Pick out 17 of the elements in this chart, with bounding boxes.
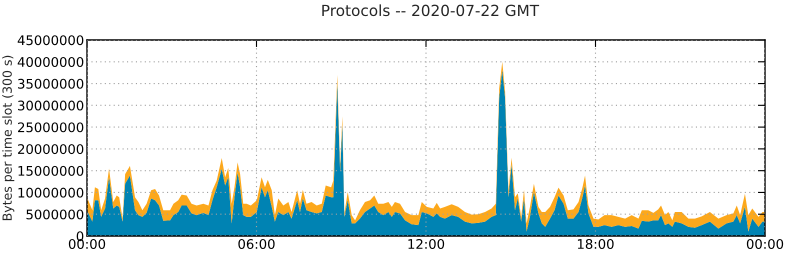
y-tick-label: 20000000	[18, 144, 84, 154]
y-tick-label: 5000000	[26, 209, 84, 220]
x-tick-label: 00:00	[68, 239, 106, 249]
y-tick-label: 30000000	[18, 100, 84, 111]
y-tick-label: 10000000	[18, 188, 84, 198]
x-tick-label: 00:00	[746, 239, 784, 249]
y-tick-label: 0	[76, 231, 84, 242]
x-tick-label: 12:00	[408, 239, 444, 249]
y-tick-label: 45000000	[18, 35, 84, 46]
y-tick-label: 40000000	[18, 57, 84, 67]
y-tick-label: 15000000	[18, 166, 84, 176]
x-tick-label: 18:00	[578, 239, 614, 249]
y-tick-label: 25000000	[18, 122, 84, 132]
y-tick-label: 35000000	[18, 78, 84, 89]
chart-title: Protocols -- 2020-07-22 GMT	[322, 4, 540, 16]
x-tick-label: 06:00	[238, 239, 275, 249]
y-axis-title: Bytes per time slot (300 s)	[2, 56, 14, 220]
